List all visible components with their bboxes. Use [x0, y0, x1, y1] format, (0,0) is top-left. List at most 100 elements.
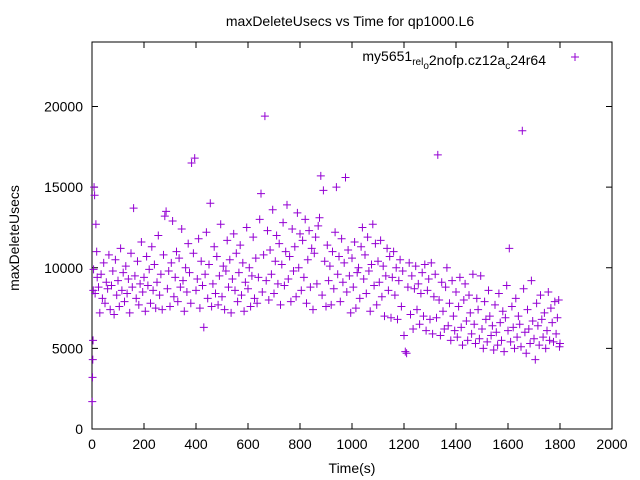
- data-point: [264, 296, 273, 304]
- data-point: [176, 283, 185, 292]
- data-point: [336, 297, 345, 306]
- data-point: [370, 281, 379, 290]
- data-point: [543, 326, 551, 335]
- data-point: [524, 325, 533, 334]
- data-point: [429, 292, 438, 301]
- data-point: [112, 291, 121, 300]
- data-point: [536, 291, 545, 300]
- data-point: [359, 275, 368, 284]
- data-point: [377, 292, 386, 301]
- data-point: [372, 300, 381, 309]
- data-point: [184, 239, 193, 248]
- data-point: [371, 239, 380, 248]
- data-point: [203, 294, 212, 303]
- data-point: [556, 339, 564, 348]
- data-point: [305, 226, 314, 235]
- data-point: [169, 292, 178, 301]
- data-point: [259, 250, 268, 259]
- data-point: [210, 242, 219, 251]
- data-point: [445, 299, 454, 308]
- data-point: [342, 287, 351, 296]
- y-tick-label: 5000: [52, 340, 83, 356]
- data-point: [125, 308, 134, 317]
- data-point: [475, 334, 484, 343]
- x-tick-label: 1000: [336, 436, 367, 452]
- data-point: [400, 331, 408, 340]
- data-point: [405, 258, 414, 267]
- data-point: [225, 255, 234, 264]
- data-point: [389, 247, 398, 256]
- data-point: [440, 325, 449, 334]
- data-point: [506, 337, 515, 346]
- data-point: [539, 333, 548, 342]
- data-point: [513, 333, 522, 342]
- data-point: [89, 286, 98, 295]
- data-point: [390, 291, 399, 300]
- data-point: [141, 307, 150, 316]
- data-point: [319, 186, 328, 195]
- data-point: [153, 278, 161, 287]
- data-point: [120, 297, 129, 306]
- data-point: [552, 329, 561, 338]
- data-point: [483, 337, 492, 346]
- data-point: [97, 270, 106, 279]
- data-point: [121, 262, 130, 271]
- legend: my5651relo2nofp.cz12ac24r64: [362, 48, 579, 72]
- data-point: [526, 339, 535, 348]
- data-point: [205, 260, 213, 269]
- data-point: [410, 284, 419, 293]
- data-point: [286, 297, 295, 306]
- data-point: [201, 270, 210, 279]
- data-point: [461, 279, 470, 288]
- data-point: [251, 254, 260, 263]
- data-point: [237, 291, 246, 300]
- data-point: [187, 158, 196, 167]
- data-point: [454, 302, 463, 311]
- data-point: [238, 258, 247, 267]
- data-point: [522, 349, 531, 358]
- data-point: [424, 275, 433, 284]
- data-point: [531, 355, 540, 364]
- data-point: [156, 270, 165, 279]
- data-point: [458, 341, 467, 350]
- data-point: [138, 287, 147, 296]
- data-point: [258, 287, 267, 296]
- data-point: [273, 279, 282, 288]
- data-point: [496, 318, 505, 327]
- data-point: [474, 305, 483, 314]
- data-point: [318, 291, 327, 300]
- data-point: [358, 223, 367, 232]
- legend-label-part: my5651: [362, 48, 412, 64]
- data-point: [502, 281, 511, 290]
- data-point: [106, 305, 115, 314]
- data-point: [329, 284, 338, 293]
- data-point: [123, 289, 132, 298]
- x-tick-label: 1400: [440, 436, 471, 452]
- data-point: [114, 276, 122, 285]
- data-point: [111, 255, 120, 264]
- data-point: [379, 262, 388, 271]
- data-point: [249, 233, 258, 242]
- x-axis-label: Time(s): [329, 460, 376, 476]
- data-point: [215, 271, 224, 280]
- legend-label-subscript: c: [505, 61, 510, 72]
- data-point: [208, 279, 217, 288]
- data-point: [459, 296, 468, 304]
- data-point: [91, 220, 100, 229]
- data-point: [177, 225, 186, 234]
- data-point: [439, 307, 447, 316]
- data-point: [396, 255, 405, 264]
- x-tick-label: 1200: [388, 436, 419, 452]
- data-point: [489, 345, 498, 354]
- data-point: [268, 205, 277, 214]
- data-point: [98, 294, 107, 303]
- data-point: [509, 323, 518, 332]
- data-point: [95, 308, 104, 317]
- data-point: [108, 266, 117, 275]
- data-point: [233, 297, 242, 306]
- data-point: [145, 265, 154, 274]
- data-point: [171, 273, 180, 282]
- data-point: [498, 307, 507, 316]
- data-point: [223, 236, 232, 245]
